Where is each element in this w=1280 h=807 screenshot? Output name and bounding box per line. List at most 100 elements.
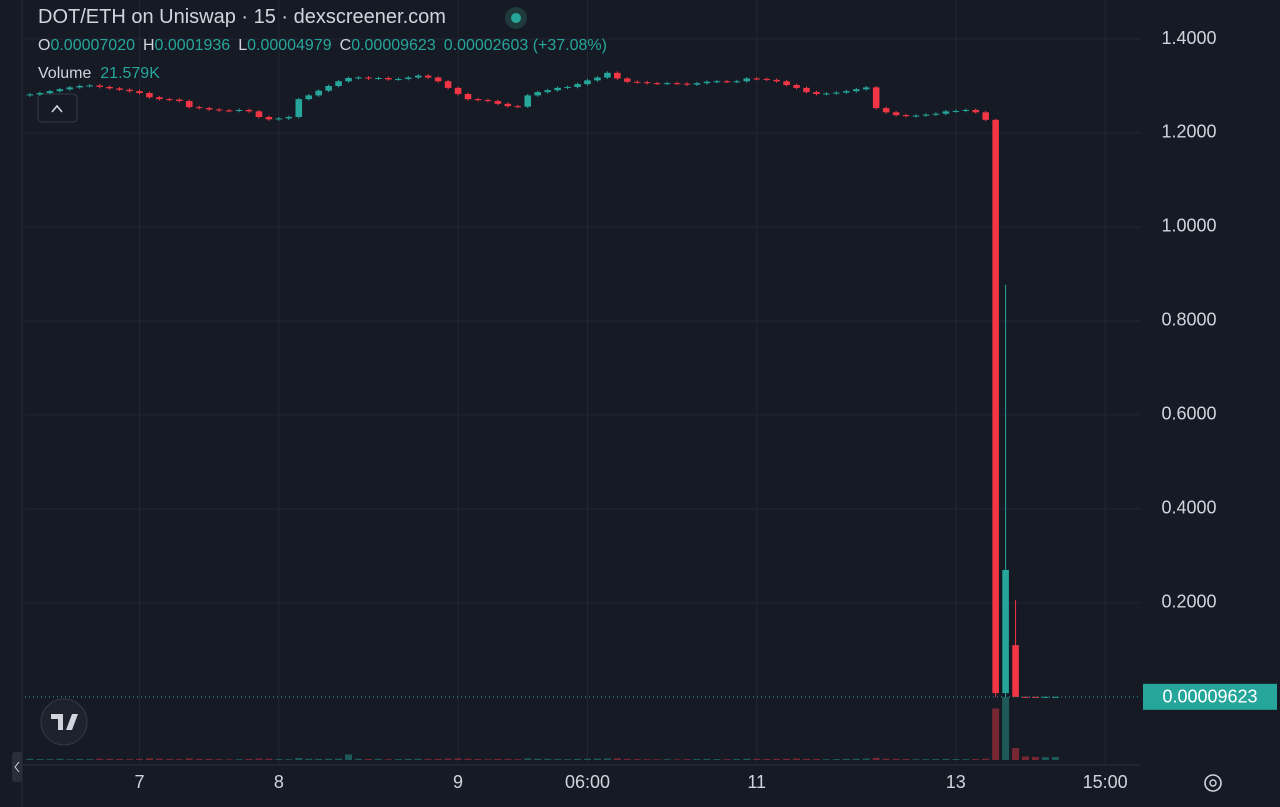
collapse-button[interactable] xyxy=(12,752,22,782)
volume-bar xyxy=(245,759,253,760)
candle-body xyxy=(544,90,551,93)
volume-bar xyxy=(693,759,701,760)
candle-body xyxy=(285,117,293,119)
candle-body xyxy=(852,89,860,92)
candle-body xyxy=(932,113,940,115)
volume-bar xyxy=(46,759,54,760)
candle-body xyxy=(723,81,731,83)
volume-bar xyxy=(803,758,810,760)
volume-bar xyxy=(364,759,372,760)
volume-bar xyxy=(932,759,940,760)
candle-body xyxy=(235,109,243,111)
volume-bar xyxy=(524,758,532,760)
volume-bar xyxy=(474,759,482,760)
volume-bar xyxy=(1002,697,1010,760)
candle-body xyxy=(713,81,721,83)
candle-body xyxy=(942,111,950,114)
candle-body xyxy=(892,112,900,116)
candle-body xyxy=(185,101,193,108)
volume-bar xyxy=(265,758,273,760)
x-tick-label: 8 xyxy=(274,772,284,792)
candle-body xyxy=(833,92,840,94)
candle-body xyxy=(643,82,651,84)
candle-body xyxy=(395,78,402,80)
x-tick-label: 06:00 xyxy=(565,772,610,792)
volume-bar xyxy=(862,758,870,760)
volume-bar xyxy=(464,758,472,760)
y-tick-label: 0.2000 xyxy=(1161,592,1216,612)
candle-body xyxy=(624,78,631,82)
candle-body xyxy=(325,85,332,91)
volume-bar xyxy=(922,759,930,760)
candle-body xyxy=(703,81,711,84)
volume-legend: Volume 21.579K xyxy=(38,65,160,83)
candle-body xyxy=(862,87,870,90)
volume-bar xyxy=(345,754,353,760)
candle-body xyxy=(912,115,920,117)
volume-bar xyxy=(56,758,64,760)
volume-bar xyxy=(733,759,741,760)
candle-body xyxy=(753,78,761,80)
x-tick-label: 13 xyxy=(946,772,966,792)
candle-body xyxy=(663,83,671,85)
candle-body xyxy=(126,89,133,92)
candle-body xyxy=(454,87,462,94)
volume-bar xyxy=(703,758,711,760)
y-tick-label: 1.2000 xyxy=(1161,122,1216,142)
candle-body xyxy=(225,110,233,112)
volume-bar xyxy=(215,759,223,760)
candle-body xyxy=(813,92,820,94)
y-tick-label: 0.4000 xyxy=(1161,498,1216,518)
volume-bar xyxy=(912,759,920,760)
volume-bar xyxy=(514,759,522,760)
candle-body xyxy=(614,72,621,79)
volume-bar xyxy=(355,758,362,760)
ohlc-legend: O0.00007020 H0.0001936 L0.00004979 C0.00009… xyxy=(38,37,607,55)
volume-bar xyxy=(494,758,502,760)
candle-body xyxy=(424,75,432,78)
candle-body xyxy=(255,111,263,118)
volume-bar xyxy=(643,759,651,760)
candle-body xyxy=(385,78,392,80)
candle-body xyxy=(365,77,372,79)
candle-body xyxy=(743,78,751,82)
candle-body xyxy=(76,85,84,88)
candle-body xyxy=(902,115,910,117)
candle-body xyxy=(355,77,362,79)
volume-bar xyxy=(952,759,960,760)
volume-bar xyxy=(394,759,402,760)
ohlc-value: 0.00004979 xyxy=(247,37,332,54)
volume-bar xyxy=(116,759,124,760)
candle-body xyxy=(783,81,790,86)
candle-body xyxy=(464,93,472,100)
volume-bar xyxy=(663,759,671,760)
volume-bar xyxy=(374,758,382,760)
candle-body xyxy=(922,114,930,116)
volume-bar xyxy=(872,757,880,760)
candle-body xyxy=(96,85,103,87)
volume-bar xyxy=(593,758,601,760)
candle-body xyxy=(245,109,253,112)
settings-icon-center xyxy=(1209,779,1217,787)
x-tick-label: 15:00 xyxy=(1083,772,1128,792)
volume-bar xyxy=(882,758,890,760)
volume-bar xyxy=(623,758,631,760)
volume-bar xyxy=(683,759,691,760)
volume-value: 21.579K xyxy=(100,65,160,82)
candle-body xyxy=(534,92,541,96)
candle-body xyxy=(215,109,223,111)
volume-bar xyxy=(723,759,731,760)
volume-bar xyxy=(1012,748,1020,760)
volume-bar xyxy=(335,758,343,760)
volume-bar xyxy=(454,758,462,760)
settings-icon[interactable] xyxy=(1204,774,1222,792)
candle-body xyxy=(584,80,591,85)
candle-body xyxy=(872,87,880,109)
volume-bar xyxy=(892,758,900,760)
tv-logo[interactable] xyxy=(40,698,88,746)
volume-bar xyxy=(544,758,552,760)
collapse-legend-button[interactable] xyxy=(37,93,78,123)
x-tick-label: 7 xyxy=(134,772,144,792)
candle-body xyxy=(195,107,203,109)
candle-body xyxy=(683,83,691,85)
